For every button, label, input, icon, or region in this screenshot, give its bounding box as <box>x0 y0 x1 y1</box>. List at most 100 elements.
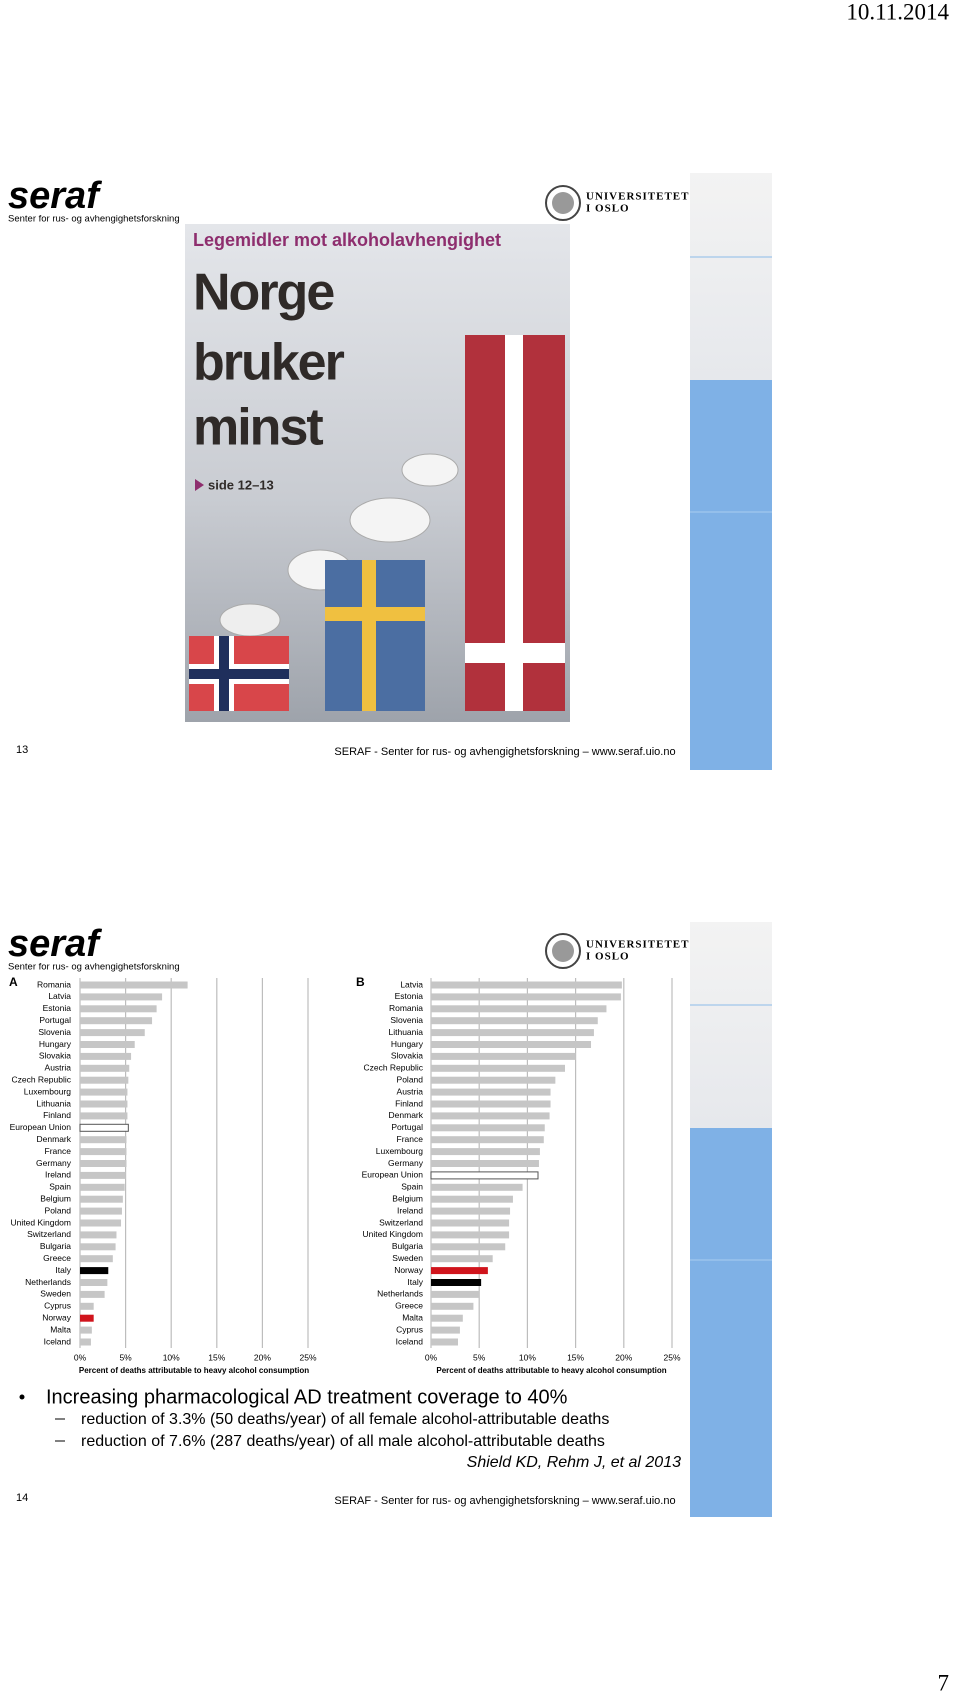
bar <box>431 1029 594 1037</box>
bar <box>80 1255 113 1263</box>
slide-number: 13 <box>16 744 28 756</box>
category-label: Germany <box>388 1158 424 1168</box>
category-label: Slovakia <box>391 1051 423 1061</box>
bar <box>80 1029 145 1037</box>
panel-letter: A <box>9 975 18 989</box>
bar <box>80 1017 153 1025</box>
sub-bullet: reduction of 7.6% (287 deaths/year) of a… <box>81 1433 605 1450</box>
bar <box>80 1279 108 1286</box>
uio-seal <box>545 933 581 969</box>
bar <box>80 1207 122 1215</box>
page-ref: side 12–13 <box>208 477 274 492</box>
x-tick-label: 5% <box>473 1352 486 1362</box>
bar <box>80 1338 91 1346</box>
slide-2: seraf Senter for rus- og avhengighetsfor… <box>8 922 772 1517</box>
category-label: European Union <box>10 1122 72 1132</box>
bar <box>431 1088 551 1096</box>
bullet: Increasing pharmacological AD treatment … <box>46 1386 568 1408</box>
bar <box>431 1041 592 1048</box>
bar <box>431 1076 556 1084</box>
logo-subtitle: Senter for rus- og avhengighetsforskning <box>8 214 180 225</box>
bar <box>80 1171 126 1179</box>
bar <box>431 1290 480 1298</box>
bar <box>431 1100 551 1108</box>
category-label: Romania <box>37 979 71 989</box>
bar <box>431 1255 493 1263</box>
category-label: Portugal <box>39 1015 71 1025</box>
uio-seal <box>545 185 581 221</box>
bar <box>80 1183 125 1191</box>
category-label: Slovenia <box>38 1027 71 1037</box>
bar <box>80 1231 117 1239</box>
bar <box>80 993 163 1001</box>
category-label: Portugal <box>391 1122 423 1132</box>
bar <box>80 1195 123 1203</box>
bar <box>431 1064 565 1072</box>
category-label: Luxembourg <box>376 1146 424 1156</box>
x-axis-label: Percent of deaths attributable to heavy … <box>79 1366 309 1375</box>
category-label: Austria <box>397 1086 424 1096</box>
bar <box>431 1338 458 1346</box>
bar <box>431 1148 540 1156</box>
bar <box>80 1136 127 1144</box>
x-tick-label: 15% <box>208 1352 225 1362</box>
category-label: Estonia <box>395 991 424 1001</box>
category-label: Finland <box>43 1110 71 1120</box>
category-label: Finland <box>395 1098 423 1108</box>
bar <box>80 1112 128 1120</box>
category-label: Malta <box>50 1324 71 1334</box>
category-label: Belgium <box>40 1193 71 1203</box>
university: UNIVERSITETET <box>586 939 689 951</box>
category-label: Hungary <box>39 1039 72 1049</box>
category-label: Bulgaria <box>392 1241 423 1251</box>
bar <box>80 1088 128 1096</box>
category-label: Norway <box>42 1312 72 1322</box>
category-label: Cyprus <box>396 1324 423 1334</box>
side-strip <box>690 173 772 380</box>
category-label: Malta <box>402 1312 423 1322</box>
flag-denmark <box>465 335 565 711</box>
bar <box>431 1243 506 1251</box>
category-label: United Kingdom <box>363 1229 423 1239</box>
x-tick-label: 0% <box>425 1352 438 1362</box>
side-strip-blue <box>690 1128 772 1517</box>
category-label: Greece <box>43 1253 71 1263</box>
category-label: Belgium <box>392 1193 423 1203</box>
logo: seraf <box>8 923 102 965</box>
x-tick-label: 25% <box>299 1352 316 1362</box>
charts: A 0% 5% 10% 15% 20% 25% Percent of deaths attri… <box>9 975 681 1375</box>
side-strip <box>690 922 772 1128</box>
university: I OSLO <box>586 203 630 215</box>
category-label: Sweden <box>40 1289 71 1299</box>
category-label: France <box>45 1146 72 1156</box>
category-label: Bulgaria <box>40 1241 71 1251</box>
bar <box>431 1231 510 1239</box>
bar <box>431 1112 550 1120</box>
bar <box>80 1041 135 1048</box>
bar <box>431 993 621 1001</box>
x-tick-label: 5% <box>119 1352 132 1362</box>
category-label: Cyprus <box>44 1301 71 1311</box>
bar <box>80 1160 127 1167</box>
arrow <box>195 479 204 491</box>
bar <box>80 1243 116 1251</box>
category-label: Slovakia <box>39 1051 71 1061</box>
flag-sweden <box>325 560 425 711</box>
pill <box>349 497 431 543</box>
slide-number: 14 <box>16 1492 28 1504</box>
x-tick-label: 10% <box>163 1352 180 1362</box>
category-label: Iceland <box>44 1336 72 1346</box>
category-label: Lithuania <box>388 1027 423 1037</box>
category-label: Slovenia <box>390 1015 423 1025</box>
citation: Shield KD, Rehm J, et al 2013 <box>467 1454 681 1471</box>
category-label: Poland <box>45 1205 72 1215</box>
sub-bullet: reduction of 3.3% (50 deaths/year) of al… <box>81 1411 609 1428</box>
category-label: Spain <box>401 1182 423 1192</box>
university: UNIVERSITETET <box>586 191 689 203</box>
pill <box>401 453 459 487</box>
category-label: Czech Republic <box>11 1074 71 1084</box>
bar <box>431 1124 545 1132</box>
bar <box>431 1207 511 1215</box>
bar <box>80 1052 132 1060</box>
